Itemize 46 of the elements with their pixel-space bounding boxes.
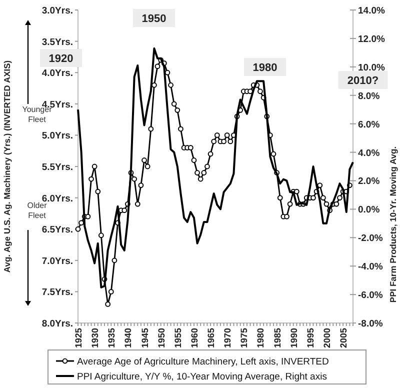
y2-tick-label: 4.0% <box>358 148 380 159</box>
annotation: 1980 <box>252 62 278 74</box>
y-tick-label: 5.5Yrs. <box>42 162 73 173</box>
y2-tick-label: -2.0% <box>358 233 384 244</box>
x-tick-label: 2000 <box>322 328 332 348</box>
x-tick-label: 1985 <box>272 328 282 348</box>
x-tick-label: 1990 <box>288 328 299 348</box>
x-tick-label: 1935 <box>106 328 117 348</box>
y2-tick-label: 12.0% <box>358 34 386 45</box>
y-tick-label: 5.0Yrs. <box>42 130 73 142</box>
y2-tick-label: 2.0% <box>358 176 380 188</box>
y2-tick-label: -4.0% <box>358 262 384 273</box>
y-tick-label: 8.0Yrs. <box>42 318 73 330</box>
y-tick-label: 7.0Yrs. <box>42 256 73 267</box>
y-tick-label: 4.0Yrs. <box>42 68 73 80</box>
y2-tick-label: 14.0% <box>358 6 386 16</box>
x-tick-label: 1995 <box>305 328 316 348</box>
legend-label: PPI Agriculture, Y/Y %, 10-Year Moving Average, Right axis <box>77 372 328 382</box>
x-tick-label: 1955 <box>172 328 183 348</box>
x-tick-label: 1930 <box>90 328 100 348</box>
annotation: 2010? <box>347 75 379 87</box>
y2-tick-label: -8.0% <box>358 318 384 330</box>
annotation: 1950 <box>142 13 166 25</box>
y-tick-label: 6.5Yrs. <box>42 224 73 236</box>
text: 1920 <box>48 53 74 65</box>
x-tick-label: 1945 <box>140 328 150 348</box>
legend-label: Average Age of Agriculture Machinery, Left axis, INVERTED <box>77 356 330 368</box>
y-tick-label: 7.5Yrs. <box>42 287 73 298</box>
y-tick-label: 3.0Yrs. <box>42 6 73 16</box>
x-tick-label: 1950 <box>156 328 166 348</box>
x-tick-label: 1965 <box>206 328 216 348</box>
y2-tick-label: 0.0% <box>358 204 380 216</box>
y2-tick-label: 8.0% <box>358 90 380 102</box>
x-tick-label: 1925 <box>74 328 84 348</box>
y-axis-title: Avg. Age U.S. Ag. Machinery (Yrs.) (INVERTED AXIS) <box>2 60 12 273</box>
x-tick-label: 2005 <box>338 328 349 348</box>
y2-axis-title: PPI Farm Products, 10-Yr. Moving Avg. <box>388 146 398 303</box>
y2-tick-label: -6.0% <box>358 290 384 302</box>
y-tick-label: 3.5Yrs. <box>42 36 73 48</box>
x-tick-label: 1980 <box>256 328 266 348</box>
x-tick-label: 1975 <box>239 328 250 348</box>
x-tick-label: 1940 <box>123 328 134 348</box>
y2-tick-label: 10.0% <box>358 62 386 74</box>
x-tick-label: 1970 <box>222 328 233 348</box>
y2-tick-label: 6.0% <box>358 119 380 130</box>
x-tick-label: 1960 <box>189 328 200 348</box>
